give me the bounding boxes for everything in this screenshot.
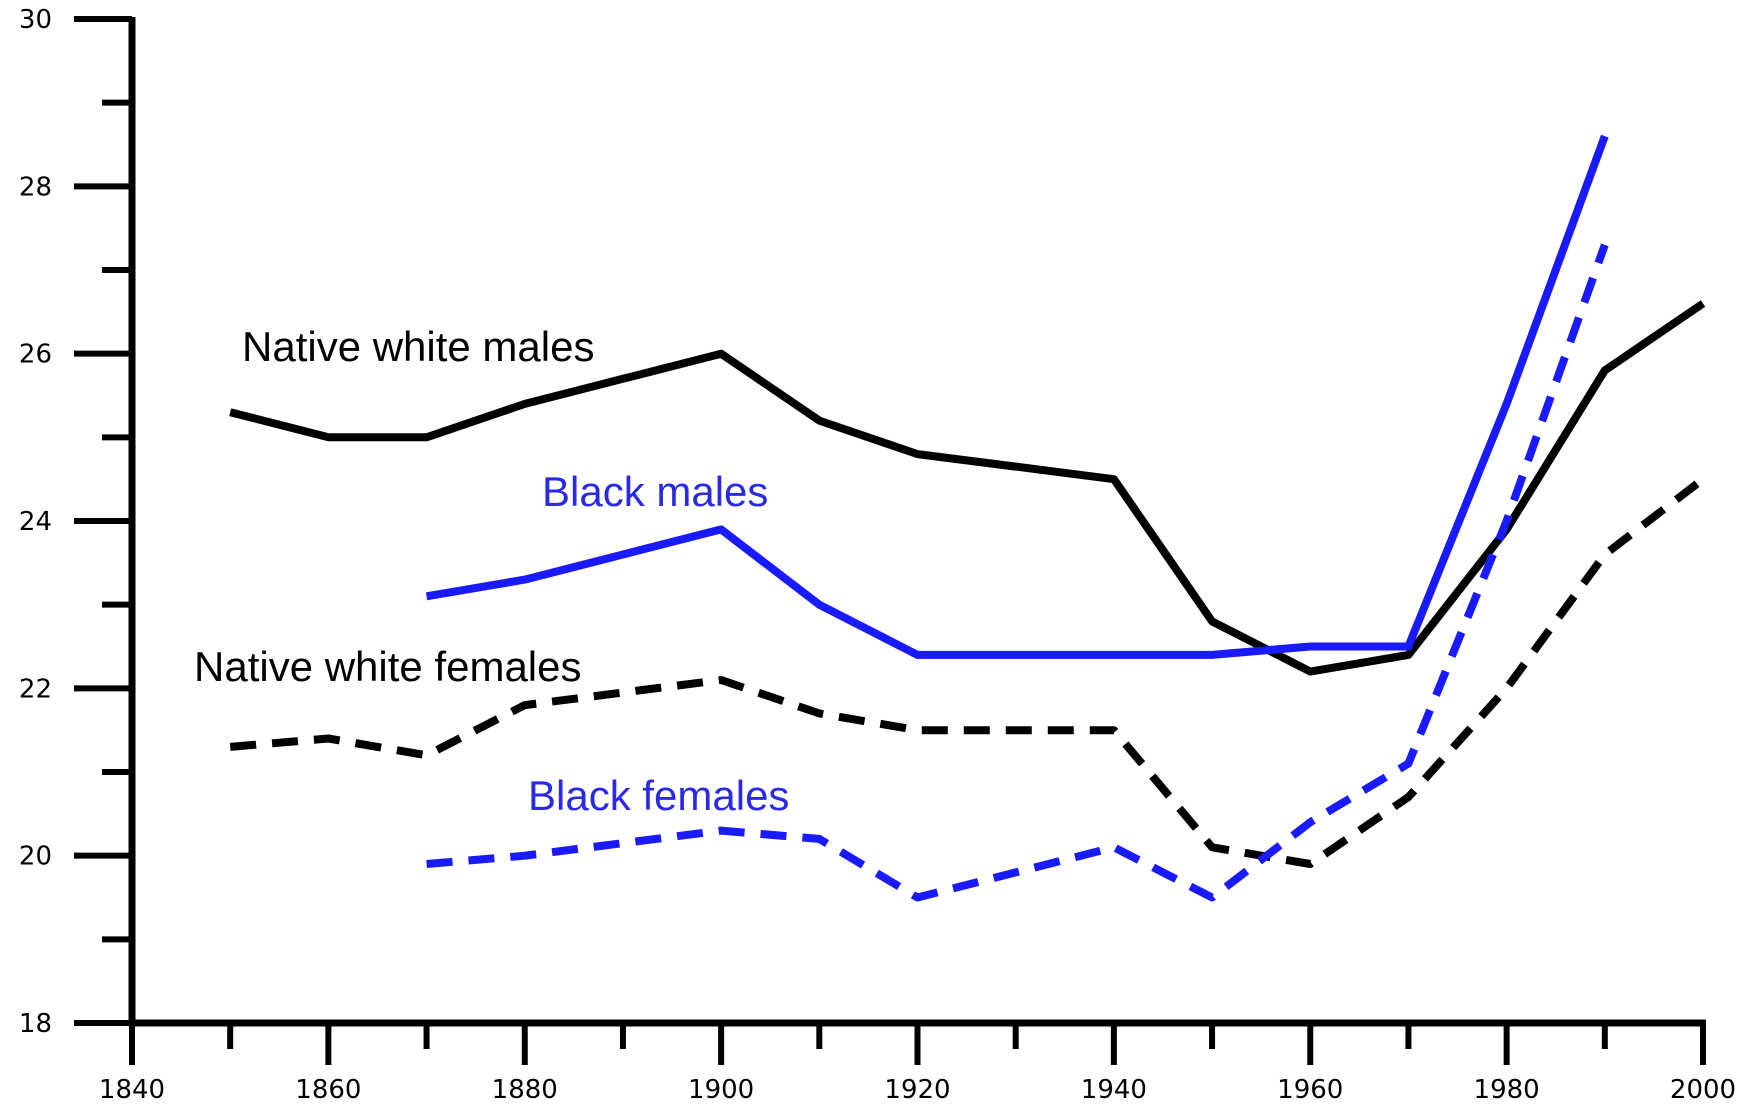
label-native-white-females: Native white females <box>194 643 582 690</box>
label-black-females: Black females <box>528 772 789 819</box>
x-tick-label: 2000 <box>1670 1075 1736 1105</box>
x-tick-label: 1980 <box>1474 1075 1540 1105</box>
y-tick-label: 18 <box>19 1009 52 1039</box>
y-tick-label: 22 <box>19 674 52 704</box>
x-tick-label: 1880 <box>492 1075 558 1105</box>
x-tick-label: 1940 <box>1081 1075 1147 1105</box>
x-tick-label: 1900 <box>688 1075 754 1105</box>
series-labels: Native white males Black males Native wh… <box>194 323 789 819</box>
x-tick-label: 1840 <box>99 1075 165 1105</box>
series-line-native-white-males <box>229 300 1706 676</box>
y-tick-label: 28 <box>19 172 52 202</box>
series-lines <box>229 134 1706 902</box>
label-native-white-males: Native white males <box>242 323 594 370</box>
series-line-black-females <box>426 243 1609 902</box>
x-tick-label: 1960 <box>1277 1075 1343 1105</box>
x-axis-ticks: 1840 1860 1880 1900 1920 1940 1960 1980 2000 <box>99 1023 1736 1105</box>
y-tick-label: 20 <box>19 842 52 872</box>
x-tick-label: 1860 <box>295 1075 361 1105</box>
y-tick-label: 26 <box>19 340 52 370</box>
series-line-black-males <box>425 134 1609 659</box>
y-axis-ticks: 18 20 22 24 26 28 30 <box>19 5 132 1039</box>
label-black-males: Black males <box>542 468 768 515</box>
series-line-native-white-females <box>229 476 1706 868</box>
x-tick-label: 1920 <box>884 1075 950 1105</box>
y-tick-label: 24 <box>19 507 52 537</box>
y-tick-label: 30 <box>19 5 52 35</box>
